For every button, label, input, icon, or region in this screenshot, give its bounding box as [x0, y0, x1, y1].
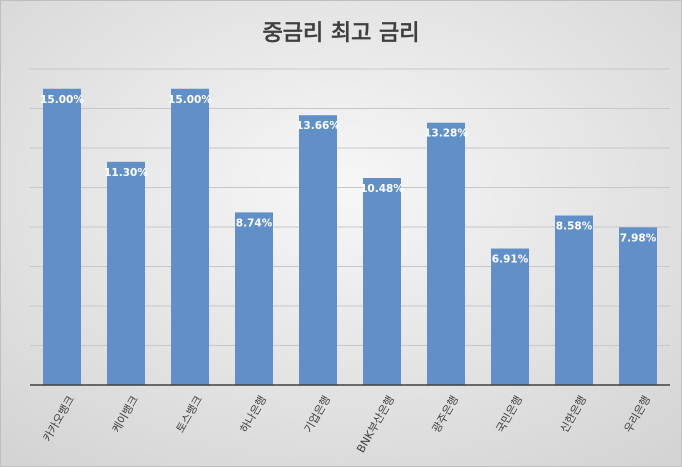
bar — [491, 248, 529, 385]
value-label: 11.30% — [104, 167, 148, 179]
value-label: 13.66% — [296, 120, 340, 132]
bar — [299, 115, 337, 385]
value-label: 10.48% — [360, 183, 404, 195]
bar — [171, 88, 209, 385]
bar — [107, 161, 145, 385]
bar — [619, 227, 657, 385]
bar — [43, 88, 81, 385]
bar — [427, 122, 465, 385]
value-label: 13.28% — [424, 128, 468, 140]
bar — [235, 212, 273, 385]
value-label: 15.00% — [168, 94, 212, 106]
chart-title: 중금리 최고 금리 — [263, 21, 420, 46]
value-label: 15.00% — [40, 94, 84, 106]
value-label: 6.91% — [492, 254, 529, 266]
bar — [555, 215, 593, 385]
value-label: 8.58% — [556, 221, 593, 233]
value-label: 7.98% — [620, 232, 657, 244]
bar — [363, 178, 401, 385]
value-label: 8.74% — [236, 217, 273, 229]
